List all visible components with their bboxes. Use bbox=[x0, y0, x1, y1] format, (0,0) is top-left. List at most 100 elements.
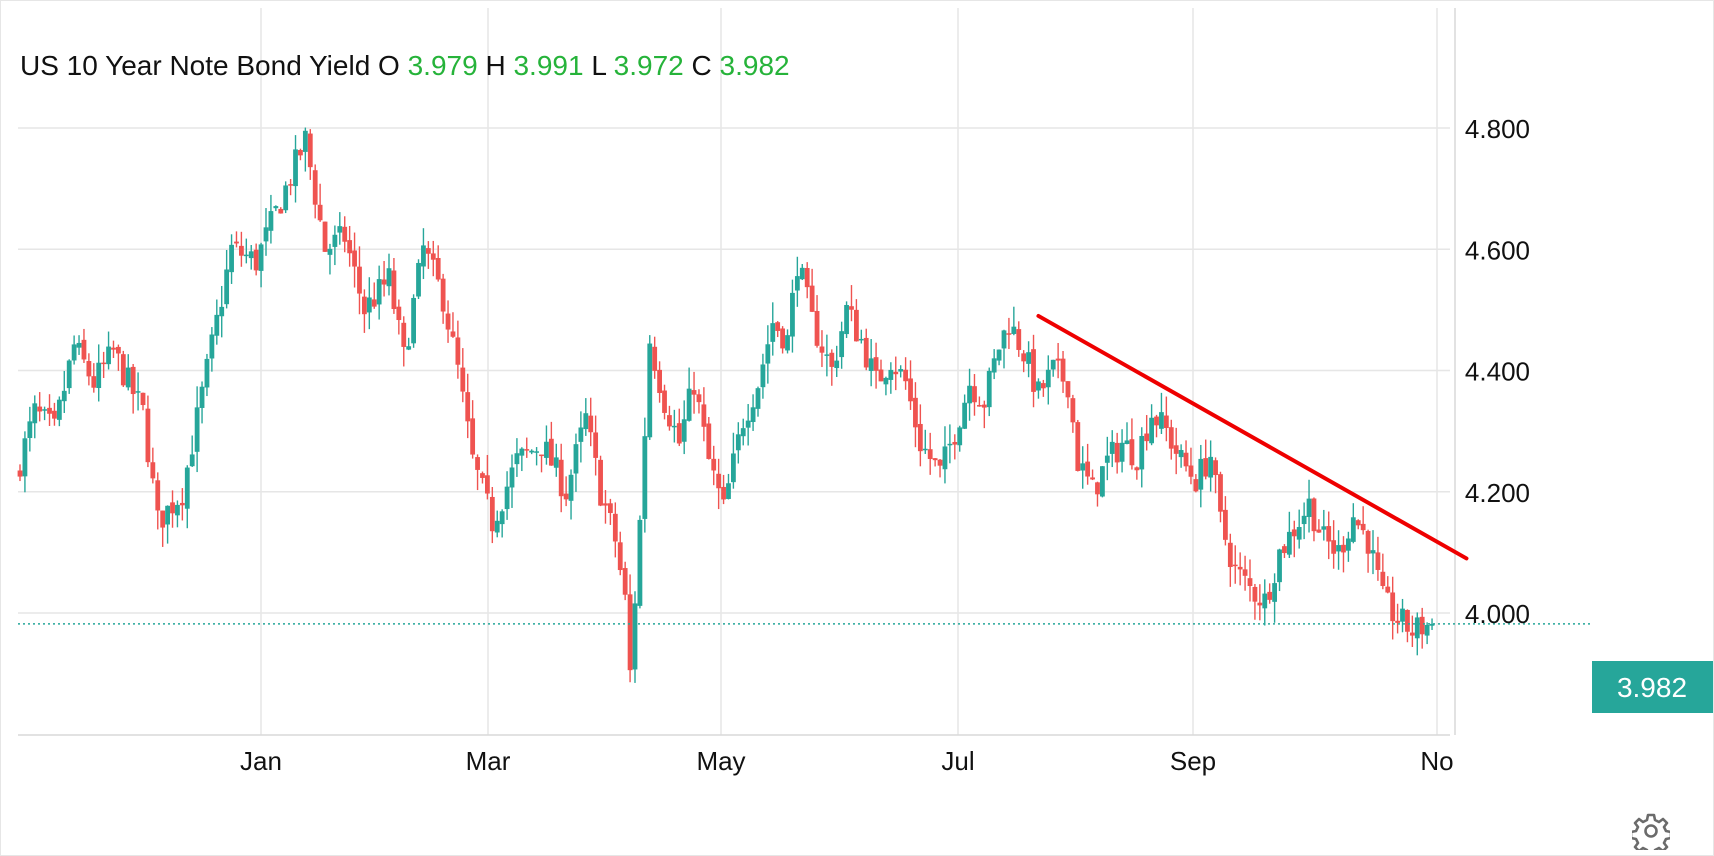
candle-body bbox=[1055, 358, 1061, 361]
candle-body bbox=[706, 423, 712, 459]
candle-body bbox=[234, 241, 239, 244]
candle-body bbox=[829, 352, 835, 367]
candle-body bbox=[681, 419, 687, 442]
candle-body bbox=[1163, 415, 1169, 429]
candle-body bbox=[662, 390, 667, 413]
candle-body bbox=[627, 594, 633, 671]
candle-body bbox=[534, 451, 539, 453]
candle-body bbox=[1114, 442, 1120, 463]
gear-icon[interactable] bbox=[1629, 812, 1673, 856]
candle-body bbox=[1208, 456, 1214, 478]
candle-body bbox=[632, 603, 638, 670]
candle-body bbox=[1075, 422, 1081, 471]
candle-body bbox=[927, 449, 933, 459]
candle-body bbox=[1001, 330, 1007, 349]
candle-body bbox=[1016, 329, 1022, 350]
candle-body bbox=[1223, 509, 1228, 540]
candle-body bbox=[1159, 412, 1164, 429]
candle-body bbox=[1198, 458, 1204, 490]
candle-body bbox=[1031, 349, 1036, 392]
candle-body bbox=[140, 392, 146, 406]
candle-body bbox=[1218, 474, 1223, 512]
candle-body bbox=[868, 358, 874, 371]
candle-body bbox=[583, 413, 589, 430]
candle-body bbox=[1178, 450, 1184, 458]
candle-body bbox=[307, 133, 313, 168]
candle-body bbox=[52, 410, 57, 419]
candle-body bbox=[863, 337, 869, 368]
candle-body bbox=[1173, 445, 1179, 454]
candle-body bbox=[686, 388, 692, 421]
candle-body bbox=[593, 432, 599, 458]
candle-body bbox=[1193, 479, 1199, 492]
candle-body bbox=[858, 338, 864, 341]
ohlc-legend: US 10 Year Note Bond Yield O 3.979 H 3.9… bbox=[20, 50, 790, 82]
candle-body bbox=[1124, 440, 1130, 444]
candle-body bbox=[962, 402, 968, 429]
candle-body bbox=[322, 221, 328, 252]
candle-body bbox=[1306, 498, 1312, 518]
candle-body bbox=[425, 248, 431, 254]
candle-body bbox=[416, 262, 421, 297]
candle-body bbox=[189, 454, 195, 467]
candle-body bbox=[47, 407, 52, 414]
candle-body bbox=[1272, 583, 1277, 602]
candle-body bbox=[1311, 498, 1317, 532]
candle-body bbox=[440, 278, 446, 312]
candle-body bbox=[617, 542, 623, 571]
candle-body bbox=[603, 503, 608, 506]
candle-body bbox=[721, 486, 726, 500]
chart-grid bbox=[18, 8, 1456, 736]
candle-body bbox=[243, 254, 249, 257]
candle-body bbox=[86, 361, 92, 377]
candle-body bbox=[957, 427, 963, 446]
candle-body bbox=[878, 369, 884, 382]
candle-body bbox=[1346, 538, 1351, 551]
candle-body bbox=[1301, 515, 1307, 525]
low-label: L bbox=[591, 50, 606, 81]
candle-body bbox=[499, 511, 505, 525]
candle-body bbox=[834, 360, 840, 369]
last-price-label: 3.982 bbox=[1592, 661, 1714, 713]
candle-body bbox=[529, 450, 535, 453]
candle-body bbox=[977, 405, 982, 407]
candle-body bbox=[27, 421, 33, 439]
candle-body bbox=[1267, 591, 1273, 600]
candle-body bbox=[76, 342, 82, 348]
candle-body bbox=[1232, 564, 1238, 567]
candle-body bbox=[160, 510, 166, 528]
candle-body bbox=[1100, 466, 1105, 497]
candle-body bbox=[381, 279, 387, 285]
y-tick-label: 4.000 bbox=[1465, 599, 1530, 629]
candle-body bbox=[1168, 427, 1174, 449]
candle-body bbox=[819, 346, 825, 353]
candle-body bbox=[1045, 369, 1051, 388]
candle-body bbox=[56, 399, 62, 420]
candle-body bbox=[1405, 609, 1410, 632]
candle-body bbox=[155, 480, 161, 511]
candle-body bbox=[671, 425, 677, 428]
candle-body bbox=[1011, 326, 1017, 334]
y-axis: 4.800 4.600 4.400 4.200 4.000 bbox=[1465, 114, 1530, 629]
candle-body bbox=[1095, 482, 1100, 495]
candle-body bbox=[952, 441, 958, 445]
candle-body bbox=[809, 285, 815, 312]
candle-body bbox=[130, 366, 136, 395]
candle-body bbox=[1188, 465, 1194, 477]
candle-body bbox=[1090, 477, 1095, 480]
last-price-value: 3.982 bbox=[1617, 672, 1687, 703]
candle-body bbox=[814, 310, 820, 346]
candle-body bbox=[652, 346, 658, 371]
candle-body bbox=[32, 403, 38, 424]
candle-body bbox=[1350, 517, 1356, 542]
candle-body bbox=[996, 349, 1002, 361]
candle-body bbox=[622, 568, 628, 595]
high-value: 3.991 bbox=[513, 50, 584, 81]
candle-body bbox=[903, 369, 908, 382]
candle-body bbox=[411, 297, 416, 344]
candle-body bbox=[1060, 358, 1066, 382]
candle-body bbox=[1296, 527, 1302, 540]
candle-body bbox=[145, 408, 151, 463]
candle-body bbox=[1021, 353, 1027, 362]
